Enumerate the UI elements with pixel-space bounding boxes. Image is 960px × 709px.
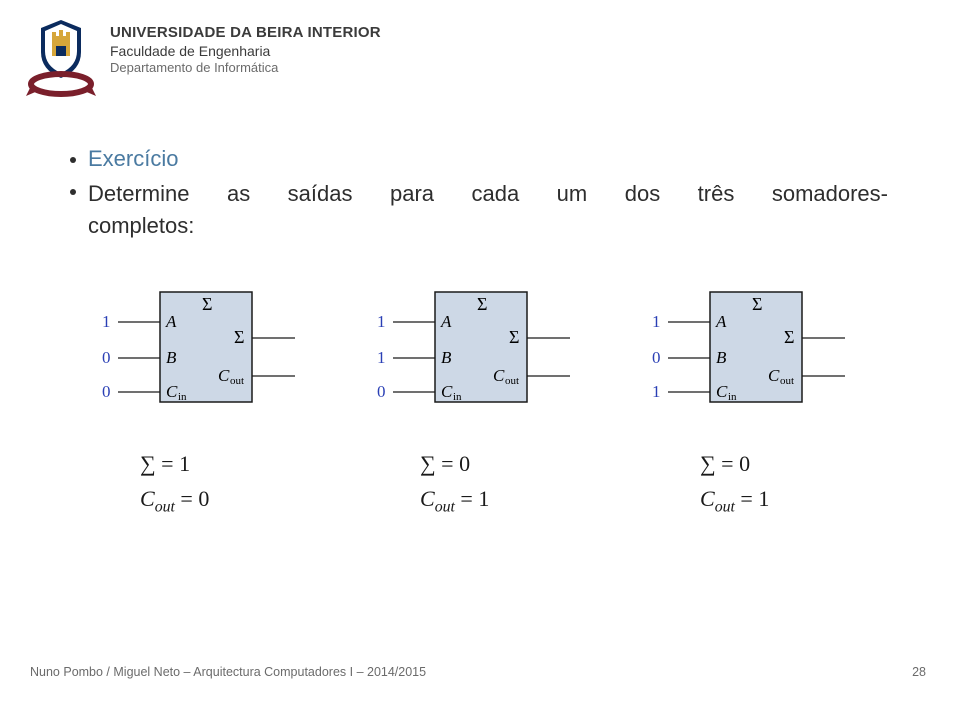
svg-text:out: out: [505, 375, 519, 387]
input-b-value: 0: [102, 348, 111, 367]
svg-text:out: out: [780, 375, 794, 387]
port-cin-label: C: [166, 382, 178, 401]
port-b-label: B: [166, 348, 177, 367]
page-number: 28: [912, 665, 926, 679]
port-cout-sub: out: [230, 375, 244, 387]
answer-cout-3: Cout = 1: [700, 481, 860, 520]
answer-block-3: ∑ = 0 Cout = 1: [700, 446, 860, 520]
adder-top-symbol: Σ: [477, 294, 487, 314]
answer-sum-3: ∑ = 0: [700, 446, 860, 481]
svg-text:C: C: [768, 366, 780, 385]
exercise-heading-row: Exercício: [70, 146, 890, 172]
bullet-icon: [70, 157, 76, 163]
answer-sum-2: ∑ = 0: [420, 446, 580, 481]
svg-text:in: in: [728, 391, 737, 403]
svg-text:Σ: Σ: [784, 327, 794, 347]
input-a-value: 1: [102, 312, 111, 331]
exercise-prompt-row: Determine as saídas para cada um dos trê…: [70, 178, 890, 242]
full-adder-diagram-2: Σ A 1 B 1 C in 0 Σ C out: [365, 280, 595, 420]
svg-text:C: C: [441, 382, 453, 401]
exercise-title: Exercício: [88, 146, 178, 172]
svg-text:in: in: [453, 391, 462, 403]
page-header: UNIVERSIDADE DA BEIRA INTERIOR Faculdade…: [0, 0, 960, 98]
svg-text:B: B: [716, 348, 727, 367]
answer-cout-2: Cout = 1: [420, 481, 580, 520]
input-a-value: 1: [377, 312, 386, 331]
svg-text:A: A: [440, 312, 452, 331]
slide-footer: Nuno Pombo / Miguel Neto – Arquitectura …: [30, 665, 426, 679]
bullet-icon: [70, 189, 76, 195]
svg-text:A: A: [715, 312, 727, 331]
svg-text:B: B: [441, 348, 452, 367]
answer-cout-1: Cout = 0: [140, 481, 300, 520]
institution-block: UNIVERSIDADE DA BEIRA INTERIOR Faculdade…: [110, 18, 381, 75]
university-crest-icon: [26, 18, 96, 98]
svg-text:Σ: Σ: [509, 327, 519, 347]
answers-row: ∑ = 1 Cout = 0 ∑ = 0 Cout = 1 ∑ = 0 Cout…: [100, 446, 860, 520]
svg-text:C: C: [716, 382, 728, 401]
port-cout-label: C: [218, 366, 230, 385]
full-adder-diagram-1: Σ A 1 B 0 C in 0 Σ C out: [90, 280, 320, 420]
faculty-name: Faculdade de Engenharia: [110, 43, 381, 59]
department-name: Departamento de Informática: [110, 60, 381, 75]
port-a-label: A: [165, 312, 177, 331]
adders-row: Σ A 1 B 0 C in 0 Σ C out Σ A 1: [90, 280, 870, 420]
full-adder-diagram-3: Σ A 1 B 0 C in 1 Σ C out: [640, 280, 870, 420]
adder-top-symbol: Σ: [202, 294, 212, 314]
adder-top-symbol: Σ: [752, 294, 762, 314]
input-b-value: 0: [652, 348, 661, 367]
port-sum-label: Σ: [234, 327, 244, 347]
institution-name: UNIVERSIDADE DA BEIRA INTERIOR: [110, 24, 381, 41]
port-cin-sub: in: [178, 391, 187, 403]
answer-block-1: ∑ = 1 Cout = 0: [140, 446, 300, 520]
answer-block-2: ∑ = 0 Cout = 1: [420, 446, 580, 520]
answer-sum-1: ∑ = 1: [140, 446, 300, 481]
exercise-prompt-line1: Determine as saídas para cada um dos trê…: [88, 178, 888, 210]
exercise-prompt-line2: completos:: [88, 210, 888, 242]
svg-text:C: C: [493, 366, 505, 385]
slide-content: Exercício Determine as saídas para cada …: [0, 98, 960, 520]
input-b-value: 1: [377, 348, 386, 367]
input-cin-value: 0: [102, 382, 111, 401]
input-cin-value: 1: [652, 382, 661, 401]
input-cin-value: 0: [377, 382, 386, 401]
input-a-value: 1: [652, 312, 661, 331]
